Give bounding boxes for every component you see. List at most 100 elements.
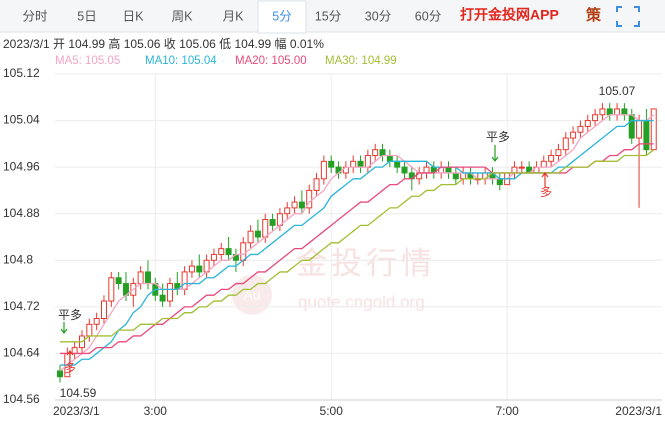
tab[interactable]: 5日: [77, 9, 96, 23]
y-tick-label: 104.72: [3, 299, 40, 313]
candle-body: [599, 108, 606, 116]
tab[interactable]: 分时: [22, 9, 48, 23]
signal-arrow: [541, 172, 549, 186]
candle-body: [262, 219, 269, 238]
candle-body: [181, 271, 188, 290]
y-tick-label: 104.88: [3, 206, 40, 220]
legend-entry: MA5: 105.05: [55, 55, 120, 67]
x-tick-label: 3:00: [144, 404, 168, 418]
tab[interactable]: 周K: [172, 9, 194, 23]
ma-line: [59, 114, 655, 372]
y-tick-label: 105.04: [3, 113, 40, 127]
app-link[interactable]: 打开金投网APP: [460, 7, 559, 23]
candle-body: [614, 108, 621, 116]
x-tick-label: 2023/3/1: [53, 404, 100, 418]
legend-entry: MA30: 104.99: [325, 55, 397, 67]
signal-label: 多: [540, 185, 552, 199]
tab[interactable]: 日K: [123, 9, 145, 23]
candle-body: [350, 160, 357, 168]
x-tick-label: 2023/3/1: [615, 404, 662, 418]
min-label: 104.59: [60, 386, 97, 400]
tab[interactable]: 月K: [223, 9, 245, 23]
candle-body: [188, 265, 195, 273]
candle-body: [518, 166, 525, 169]
candle-body: [291, 201, 298, 209]
candle-body: [540, 160, 547, 168]
signal-arrow: [60, 322, 68, 334]
watermark: Au 金投行情 quote.cngold.org: [232, 246, 436, 315]
candle-body: [548, 155, 555, 162]
legend-entry: MA20: 105.00: [235, 55, 307, 67]
candle-body: [254, 230, 261, 238]
candle-body: [71, 347, 78, 354]
candle-body: [562, 137, 569, 151]
candle-body: [643, 120, 650, 151]
candle-body: [577, 125, 584, 133]
y-tick-label: 105.12: [3, 66, 40, 80]
candle-body: [606, 108, 613, 116]
candle-body: [210, 253, 217, 261]
candle-body: [115, 277, 122, 285]
signal-arrow: [66, 350, 74, 362]
ma-line: [60, 119, 654, 366]
candle-body: [93, 318, 100, 325]
candle-body: [144, 271, 151, 285]
candle-body: [636, 120, 643, 139]
candle-body: [298, 201, 305, 209]
candle-body: [592, 114, 599, 122]
signal-arrow: [491, 145, 499, 162]
candle-body: [555, 149, 562, 157]
candle-body: [621, 108, 628, 116]
y-tick-label: 104.96: [3, 159, 40, 173]
candle-body: [247, 230, 254, 244]
candle-body: [496, 178, 503, 186]
candle-body: [313, 178, 320, 191]
candle-body: [57, 370, 63, 378]
candle-body: [218, 248, 225, 255]
candle-body: [423, 166, 430, 174]
ma-line: [60, 149, 655, 343]
candle-body: [269, 219, 276, 226]
candle-body: [137, 271, 144, 285]
candle-body: [460, 172, 467, 180]
candle-body: [166, 283, 173, 302]
candle-body: [452, 172, 459, 180]
candle-body: [584, 120, 591, 127]
candle-body: [196, 265, 203, 273]
candle-body: [100, 300, 107, 319]
signal-label: 平多: [58, 308, 82, 322]
watermark-title: 金投行情: [296, 246, 436, 281]
y-tick-label: 104.56: [3, 392, 40, 406]
candle-body: [511, 166, 518, 174]
candle-body: [284, 207, 291, 215]
x-tick-label: 5:00: [320, 404, 344, 418]
candle-body: [445, 166, 452, 174]
watermark-logo: [232, 275, 272, 315]
fullscreen-glyph: [616, 6, 640, 27]
legend-entry: MA10: 105.04: [145, 55, 217, 67]
tab[interactable]: 60分: [415, 9, 441, 23]
candle-body: [108, 277, 115, 302]
candle-body: [357, 160, 364, 168]
tab[interactable]: 30分: [365, 9, 391, 23]
candle-body: [628, 114, 635, 139]
max-label: 105.07: [599, 84, 636, 98]
active-tab-bg: [257, 0, 307, 34]
strategy-button[interactable]: 策: [585, 6, 602, 24]
signal-label: 多: [64, 361, 76, 375]
info-line: 2023/3/1 开 104.99 高 105.06 收 105.06 低 10…: [3, 36, 324, 51]
y-tick-label: 104.64: [3, 346, 40, 360]
candle-body: [394, 160, 401, 168]
tab[interactable]: 15分: [315, 9, 341, 23]
fullscreen-icon[interactable]: [616, 6, 640, 27]
x-tick-label: 7:00: [495, 404, 519, 418]
tab[interactable]: 5分: [272, 9, 291, 23]
candle-body: [306, 189, 313, 209]
y-tick-label: 104.8: [3, 252, 33, 266]
signal-label: 平多: [486, 130, 510, 144]
candle-body: [401, 166, 408, 174]
watermark-url: quote.cngold.org: [298, 292, 425, 311]
candle-body: [225, 248, 232, 255]
candle-body: [650, 108, 657, 151]
